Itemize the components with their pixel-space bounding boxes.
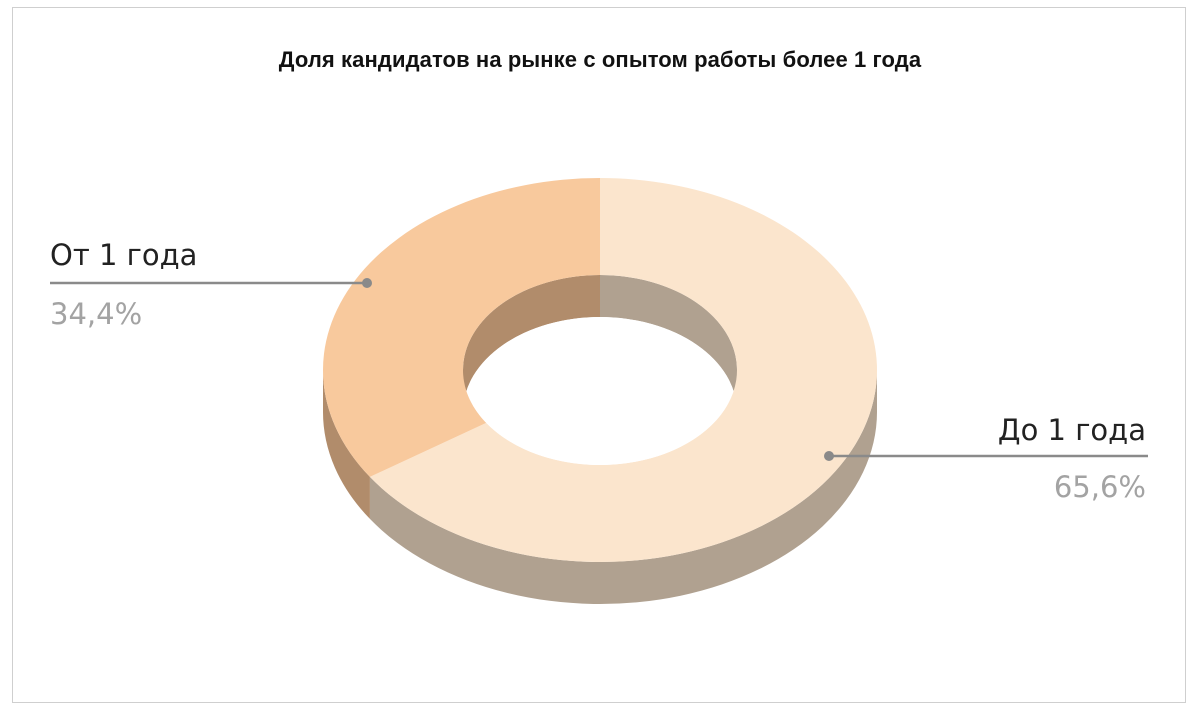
slice-inner-wall-1-1: [463, 275, 600, 412]
donut-sides: [323, 275, 877, 604]
leader-dot-1: [362, 278, 372, 288]
slice-value-label-0: 65,6%: [1054, 470, 1146, 504]
slice-side-1: [323, 370, 370, 519]
slice-inner-wall-0-0: [600, 275, 737, 412]
slice-value-label-1: 34,4%: [50, 297, 142, 331]
slice-side-0: [369, 370, 877, 604]
slice-label-1: От 1 года: [50, 238, 197, 272]
slice-label-0: До 1 года: [998, 413, 1146, 447]
leader-dot-0: [824, 451, 834, 461]
slice-1: [323, 178, 600, 477]
donut-tops: [323, 178, 877, 562]
slice-0: [369, 178, 877, 562]
slice-labels: До 1 года 65,6% От 1 года 34,4%: [50, 238, 1148, 504]
chart-title: Доля кандидатов на рынке с опытом работы…: [278, 47, 922, 72]
